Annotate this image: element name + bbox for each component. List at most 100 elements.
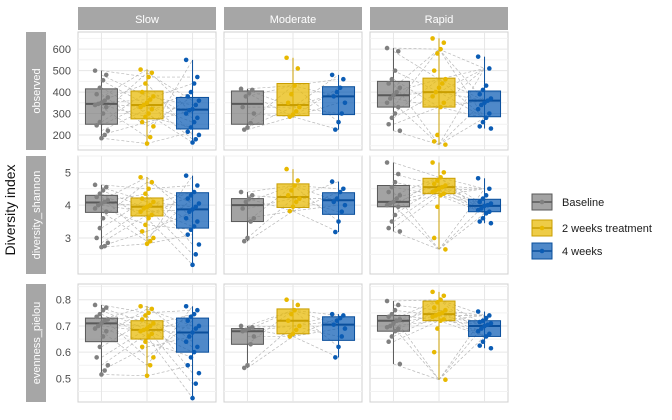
data-point	[188, 355, 194, 360]
y-tick-label: 300	[53, 109, 71, 121]
data-point	[241, 127, 247, 132]
pairing-line	[146, 336, 193, 399]
data-point	[333, 229, 338, 235]
data-point	[138, 67, 143, 72]
box-body	[276, 183, 310, 208]
data-point	[392, 68, 398, 73]
data-point	[477, 124, 483, 129]
data-point	[443, 377, 448, 383]
data-point	[183, 111, 189, 116]
data-point	[433, 89, 439, 95]
data-point	[238, 189, 244, 195]
data-point	[487, 66, 492, 71]
data-point	[333, 127, 338, 132]
pairing-line	[393, 304, 440, 311]
pairing-line	[438, 48, 485, 69]
data-point	[146, 111, 151, 116]
data-point	[395, 171, 401, 177]
row-strip-label: observed	[31, 68, 43, 113]
data-point	[144, 241, 150, 247]
data-point	[487, 111, 492, 116]
data-point	[188, 125, 194, 130]
data-point	[138, 303, 143, 309]
data-point	[94, 91, 99, 97]
data-point	[191, 311, 197, 317]
data-point	[289, 91, 294, 97]
data-point	[397, 229, 403, 234]
pairing-line	[438, 91, 485, 119]
data-point	[392, 307, 398, 313]
data-point	[329, 72, 335, 78]
data-point	[183, 303, 189, 309]
data-point	[483, 315, 489, 321]
data-point	[141, 206, 147, 211]
data-point	[395, 104, 401, 110]
pairing-line	[247, 336, 294, 369]
data-point	[392, 212, 398, 218]
pairing-line	[438, 188, 485, 250]
data-point	[190, 207, 195, 212]
data-point	[245, 362, 250, 368]
data-point	[392, 179, 398, 185]
legend-label: Baseline	[562, 197, 604, 209]
data-point	[386, 314, 391, 320]
pairing-line	[146, 131, 193, 144]
box-body	[276, 82, 310, 117]
data-point	[138, 328, 143, 334]
data-point	[249, 87, 255, 93]
data-point	[475, 175, 481, 181]
pairing-line	[247, 85, 294, 90]
data-point	[146, 334, 151, 339]
data-point	[243, 199, 249, 205]
data-point	[438, 46, 443, 52]
data-point	[342, 202, 348, 208]
data-point	[100, 77, 106, 83]
data-point	[94, 355, 99, 360]
data-point	[103, 184, 109, 190]
data-point	[105, 240, 111, 246]
data-point	[387, 96, 393, 101]
data-point	[435, 178, 440, 183]
data-point	[149, 306, 155, 312]
data-point	[138, 175, 143, 180]
pairing-line	[393, 299, 440, 329]
data-point	[341, 186, 346, 192]
data-point	[431, 68, 437, 73]
data-point	[94, 314, 99, 320]
data-point	[430, 189, 435, 195]
data-point	[386, 189, 391, 195]
data-point	[435, 132, 440, 138]
data-point	[195, 74, 200, 80]
data-point	[103, 209, 109, 215]
data-point	[395, 49, 401, 54]
data-point	[191, 224, 197, 229]
pairing-line	[101, 319, 148, 348]
data-point	[190, 395, 195, 401]
data-point	[477, 91, 483, 97]
pairing-line	[101, 137, 148, 144]
data-point	[292, 183, 297, 188]
data-point	[185, 232, 191, 237]
y-tick-label: 5	[65, 167, 71, 179]
y-tick-label: 4	[65, 200, 71, 212]
data-point	[336, 119, 341, 125]
data-point	[389, 115, 395, 121]
pairing-line	[101, 176, 148, 201]
data-point	[342, 100, 348, 106]
data-point	[246, 90, 252, 96]
pairing-line	[247, 185, 294, 193]
legend-key-point	[539, 248, 545, 254]
data-point	[240, 206, 245, 211]
data-point	[487, 313, 492, 318]
data-point	[193, 326, 199, 331]
data-point	[187, 334, 192, 339]
pairing-line	[101, 69, 148, 98]
data-point	[436, 85, 442, 91]
data-point	[103, 328, 109, 334]
data-point	[196, 323, 202, 329]
data-point	[386, 121, 391, 127]
data-point	[441, 293, 447, 299]
pairing-line	[101, 208, 148, 226]
data-point	[483, 334, 489, 339]
